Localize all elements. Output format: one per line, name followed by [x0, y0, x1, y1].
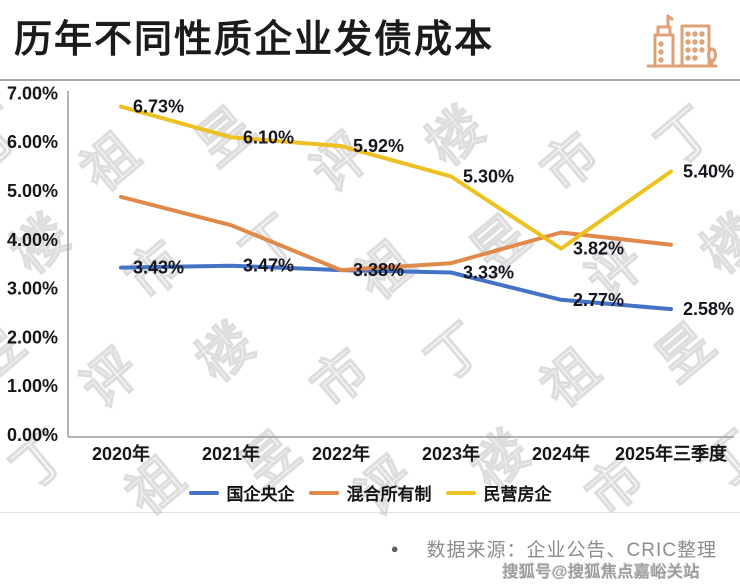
data-label-民营房企: 5.92%: [353, 136, 404, 156]
diagonal-watermark-char: 昱: [645, 312, 726, 394]
y-tick-label: 5.00%: [7, 181, 58, 201]
data-label-国企央企: 3.33%: [463, 262, 514, 282]
diagonal-watermark-char: 市: [530, 122, 611, 204]
legend-swatch: [445, 490, 476, 495]
diagonal-watermark-char: 市: [300, 338, 381, 420]
legend-label: 民营房企: [483, 485, 552, 504]
x-tick-label: 2025年三季度: [615, 443, 728, 464]
legend-label: 混合所有制: [346, 485, 432, 504]
source-bullet-icon: ●: [390, 541, 399, 556]
legend-swatch: [188, 490, 219, 495]
page-title: 历年不同性质企业发债成本: [14, 19, 495, 61]
data-source-text: 数据来源：企业公告、CRIC整理: [426, 540, 717, 561]
header-divider: [0, 79, 740, 81]
data-label-民营房企: 3.82%: [573, 239, 624, 259]
diagonal-watermark-char: 楼: [0, 204, 81, 286]
watermark-layer: 丁祖昱评楼市丁楼市丁祖昱评楼昱评楼市丁祖昱丁祖昱评楼市丁: [0, 85, 740, 525]
x-tick-label: 2024年: [532, 443, 590, 464]
legend-swatch: [308, 490, 339, 495]
data-label-国企央企: 3.43%: [133, 258, 184, 278]
diagonal-watermark-char: 丁: [415, 312, 496, 394]
diagonal-watermark-char: 昱: [460, 204, 541, 286]
series-line-民营房企: [119, 104, 673, 251]
y-tick-label: 3.00%: [7, 279, 58, 299]
legend-label: 国企央企: [226, 485, 295, 504]
data-label-民营房企: 5.40%: [683, 161, 734, 181]
x-tick-label: 2020年: [92, 443, 150, 464]
diagonal-watermark-char: 昱: [0, 312, 36, 394]
diagonal-watermark-char: 评: [70, 338, 151, 420]
diagonal-watermark-char: 楼: [690, 204, 740, 286]
series-line-国企央企: [119, 263, 673, 312]
data-label-民营房企: 6.73%: [133, 97, 184, 117]
x-tick-label: 2023年: [422, 443, 480, 464]
diagonal-watermark-char: 丁: [645, 96, 726, 178]
chart-legend: 国企央企 混合所有制 民营房企: [0, 480, 740, 505]
diagonal-watermark-char: 丁: [230, 204, 311, 286]
legend-item-国企央企: 国企央企: [188, 480, 295, 505]
y-tick-label: 0.00%: [7, 425, 58, 445]
data-label-国企央企: 2.58%: [683, 299, 734, 319]
data-label-国企央企: 3.38%: [353, 260, 404, 280]
diagonal-watermark-char: 市: [115, 230, 196, 312]
y-tick-label: 7.00%: [7, 83, 58, 103]
diagonal-watermark-char: 祖: [345, 230, 426, 312]
source-row: ● 数据来源：企业公告、CRIC整理: [391, 535, 717, 562]
diagonal-watermark-char: 丁: [0, 96, 36, 178]
diagonal-watermark-char: 评: [575, 230, 656, 312]
data-label-民营房企: 5.30%: [463, 166, 514, 186]
legend-item-民营房企: 民营房企: [445, 480, 552, 505]
y-tick-label: 1.00%: [7, 376, 58, 396]
diagonal-watermark-char: 评: [300, 122, 381, 204]
legend-item-混合所有制: 混合所有制: [308, 480, 432, 505]
data-label-民营房企: 6.10%: [243, 127, 294, 147]
diagonal-watermark-char: 楼: [185, 312, 266, 394]
sohu-watermark: 搜狐号@搜狐焦点嘉峪关站: [502, 564, 700, 581]
data-label-国企央企: 3.47%: [243, 256, 294, 276]
diagonal-watermark-char: 楼: [415, 96, 496, 178]
legend-divider: [0, 512, 740, 513]
x-tick-label: 2022年: [312, 443, 370, 464]
diagonal-watermark-char: 祖: [70, 122, 151, 204]
y-tick-label: 2.00%: [7, 327, 58, 347]
y-tick-label: 6.00%: [7, 132, 58, 152]
data-label-国企央企: 2.77%: [573, 290, 624, 310]
diagonal-watermark-char: 昱: [185, 96, 266, 178]
series-line-混合所有制: [119, 194, 673, 273]
buildings-icon: [646, 14, 718, 68]
diagonal-watermark-char: 祖: [530, 338, 611, 420]
x-tick-label: 2021年: [202, 443, 260, 464]
y-tick-label: 4.00%: [7, 230, 58, 250]
